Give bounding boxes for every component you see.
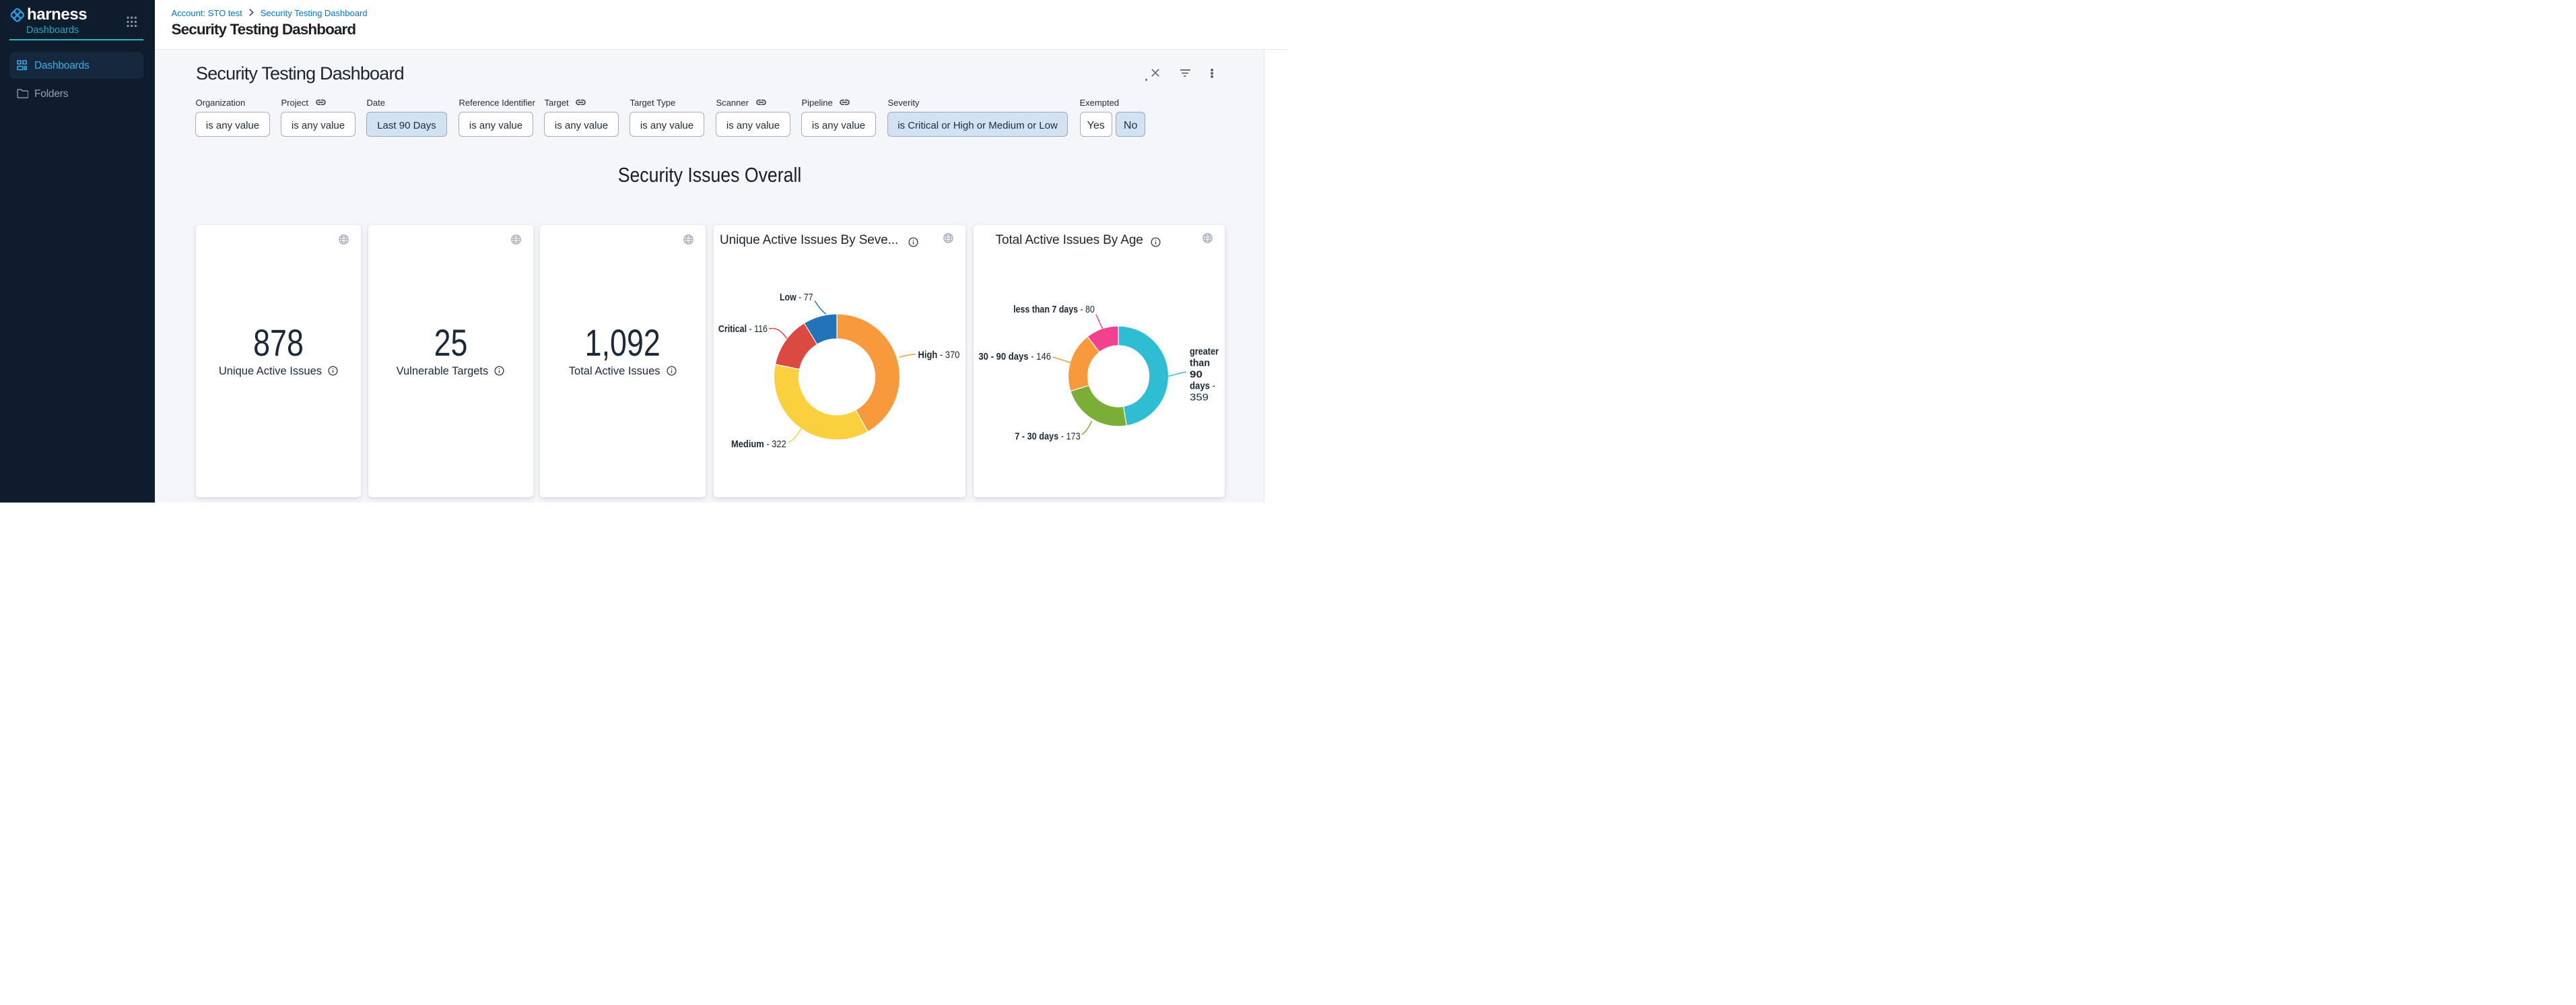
svg-text:than: than xyxy=(1190,358,1210,369)
svg-text:90: 90 xyxy=(1190,370,1202,381)
svg-text:7 - 30 days - 173: 7 - 30 days - 173 xyxy=(1015,432,1081,443)
svg-text:30 - 90 days - 146: 30 - 90 days - 146 xyxy=(978,352,1051,362)
svg-text:greater: greater xyxy=(1190,347,1219,358)
svg-text:less than 7 days - 80: less than 7 days - 80 xyxy=(1013,304,1095,315)
svg-text:High - 370: High - 370 xyxy=(918,350,960,361)
svg-text:days -: days - xyxy=(1190,381,1215,392)
svg-text:Medium - 322: Medium - 322 xyxy=(731,439,786,450)
svg-text:Low - 77: Low - 77 xyxy=(780,292,813,303)
svg-text:Critical - 116: Critical - 116 xyxy=(718,324,768,335)
svg-text:359: 359 xyxy=(1190,393,1209,403)
